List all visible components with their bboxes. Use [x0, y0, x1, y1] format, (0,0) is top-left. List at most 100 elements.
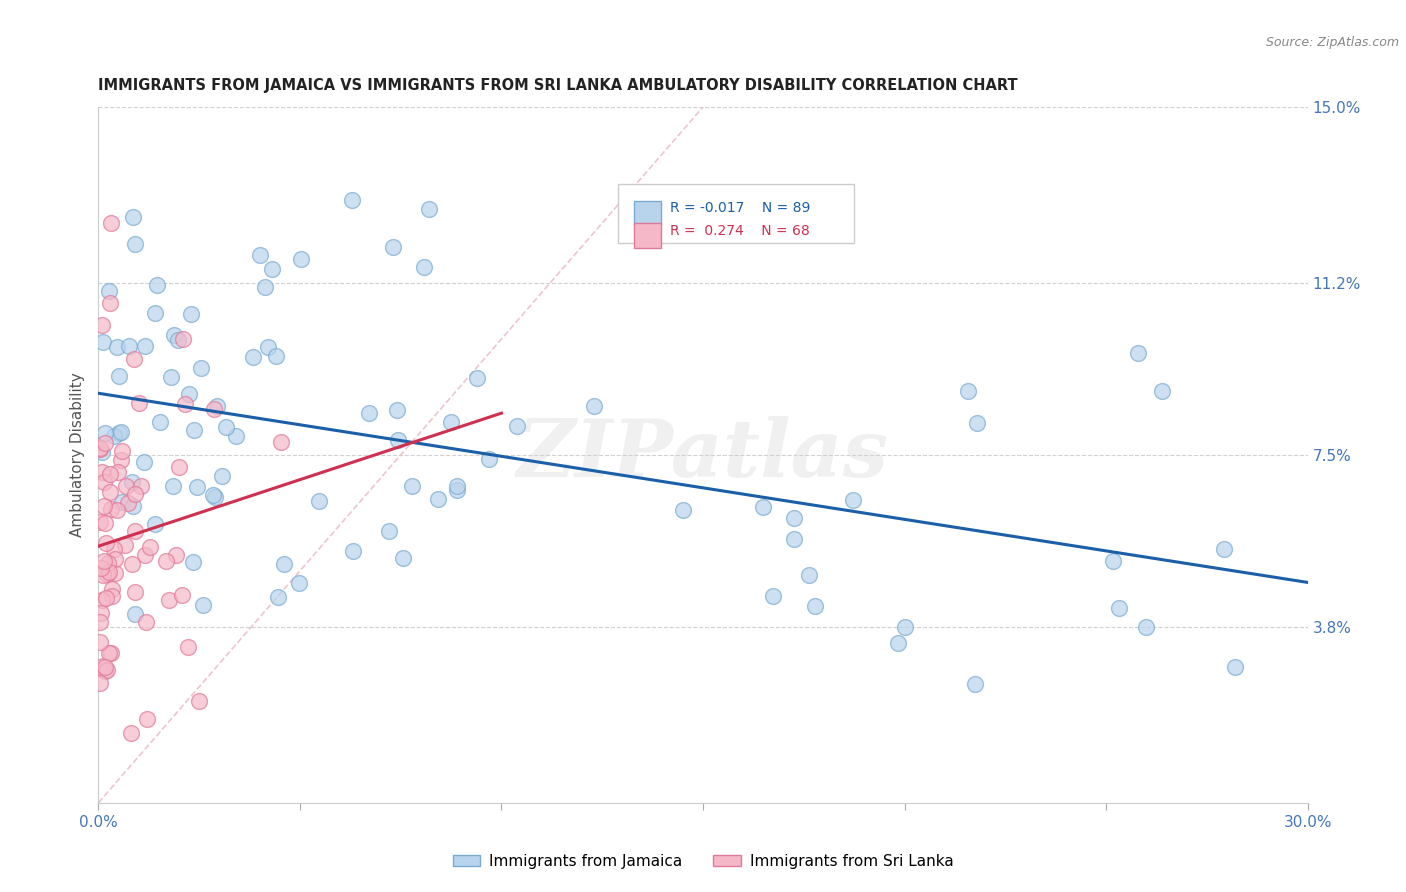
Point [94, 664, 117, 678]
Point [751, 500, 773, 515]
Point [149, 415, 172, 429]
Point [391, 551, 413, 566]
Point [1128, 346, 1150, 360]
Point [155, 554, 177, 568]
Point [257, 340, 280, 354]
Point [211, 468, 233, 483]
Point [89, 676, 111, 690]
Point [180, 307, 202, 321]
Point [162, 479, 184, 493]
Point [101, 582, 124, 597]
Point [267, 590, 290, 604]
Point [201, 488, 224, 502]
Bar [634, 223, 661, 248]
Point [160, 370, 183, 384]
Point [91, 334, 114, 349]
Point [91, 444, 114, 458]
Point [342, 193, 364, 207]
Point [124, 524, 146, 538]
Point [418, 202, 440, 216]
Point [118, 339, 141, 353]
Point [104, 552, 127, 566]
Point [100, 296, 122, 310]
Point [163, 328, 186, 343]
Point [124, 607, 146, 621]
Point [98, 467, 121, 481]
Point [893, 619, 915, 633]
Point [110, 425, 132, 439]
Point [94, 591, 117, 605]
Point [96, 663, 118, 677]
Point [103, 429, 125, 443]
Point [842, 493, 865, 508]
Point [100, 216, 122, 230]
Point [446, 483, 468, 498]
Point [96, 567, 118, 582]
Y-axis label: Ambulatory Disability: Ambulatory Disability [70, 373, 86, 537]
Point [90, 465, 112, 479]
Point [177, 640, 200, 654]
Point [89, 516, 111, 530]
Point [204, 402, 226, 417]
Point [264, 349, 287, 363]
Point [89, 615, 111, 630]
Point [105, 339, 128, 353]
Point [111, 444, 134, 458]
Point [401, 479, 423, 493]
Point [96, 535, 118, 549]
Point [93, 658, 115, 673]
Point [134, 455, 156, 469]
Point [193, 598, 215, 612]
Point [121, 475, 143, 489]
Point [249, 248, 271, 262]
Point [97, 284, 120, 298]
Point [427, 491, 450, 506]
Point [966, 416, 988, 430]
Point [308, 494, 330, 508]
Point [89, 635, 111, 649]
Point [440, 416, 463, 430]
Point [90, 561, 112, 575]
Point [172, 589, 194, 603]
Point [114, 478, 136, 492]
Point [121, 558, 143, 572]
Point [762, 589, 785, 603]
Point [114, 538, 136, 552]
Point [145, 516, 167, 531]
Point [94, 516, 117, 530]
Point [91, 568, 114, 582]
Point [1152, 384, 1174, 399]
Point [135, 615, 157, 629]
Point [1223, 660, 1246, 674]
Point [253, 279, 276, 293]
Point [387, 403, 409, 417]
Point [166, 334, 188, 348]
Point [190, 361, 212, 376]
Point [105, 502, 128, 516]
Point [260, 262, 283, 277]
Point [129, 478, 152, 492]
Legend: Immigrants from Jamaica, Immigrants from Sri Lanka: Immigrants from Jamaica, Immigrants from… [447, 848, 959, 875]
Point [183, 423, 205, 437]
Point [124, 487, 146, 501]
Point [104, 566, 127, 581]
Point [506, 419, 529, 434]
Point [797, 568, 820, 582]
Point [963, 677, 986, 691]
Point [446, 479, 468, 493]
Point [359, 406, 381, 420]
Point [122, 210, 145, 224]
Text: ZIPatlas: ZIPatlas [517, 417, 889, 493]
Point [94, 436, 117, 450]
Point [124, 237, 146, 252]
Point [173, 397, 195, 411]
Point [1135, 619, 1157, 633]
Point [101, 590, 124, 604]
Point [103, 541, 125, 556]
FancyBboxPatch shape [619, 184, 855, 243]
Point [165, 548, 187, 562]
Point [145, 306, 167, 320]
Point [139, 540, 162, 554]
Point [465, 370, 488, 384]
Point [128, 395, 150, 409]
